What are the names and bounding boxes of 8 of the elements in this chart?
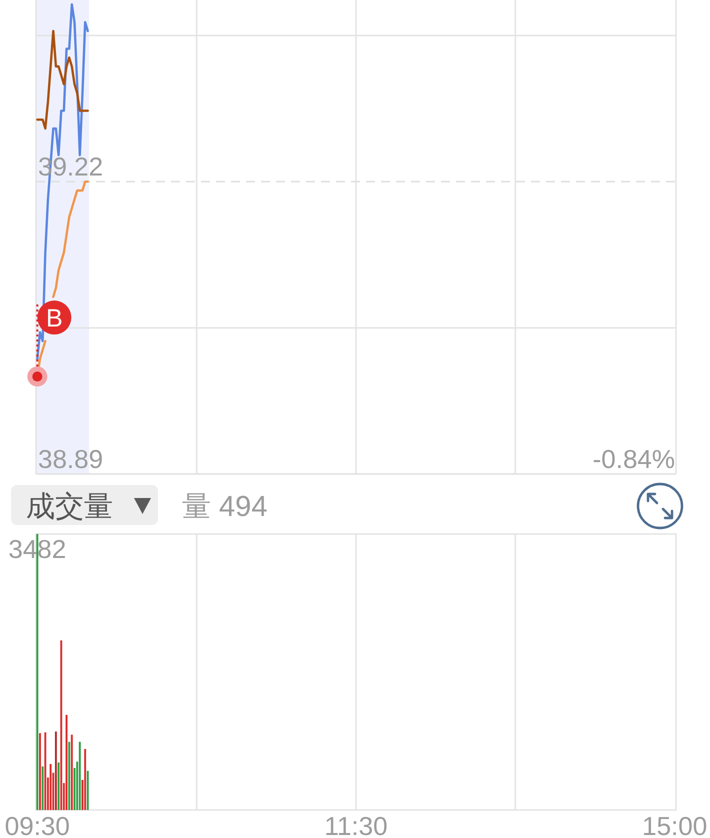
annotation: B — [46, 304, 63, 333]
x-tick-label: 15:00 — [642, 811, 708, 838]
x-tick-label: 09:30 — [4, 811, 70, 838]
chart-title: 成交量 — [26, 491, 113, 523]
y-tick-label: 38.89 — [38, 444, 104, 474]
x-tick-label: 11:30 — [324, 811, 388, 838]
chart-subtitle: 量 494 — [182, 491, 268, 523]
annotation: -0.84% — [592, 444, 675, 474]
